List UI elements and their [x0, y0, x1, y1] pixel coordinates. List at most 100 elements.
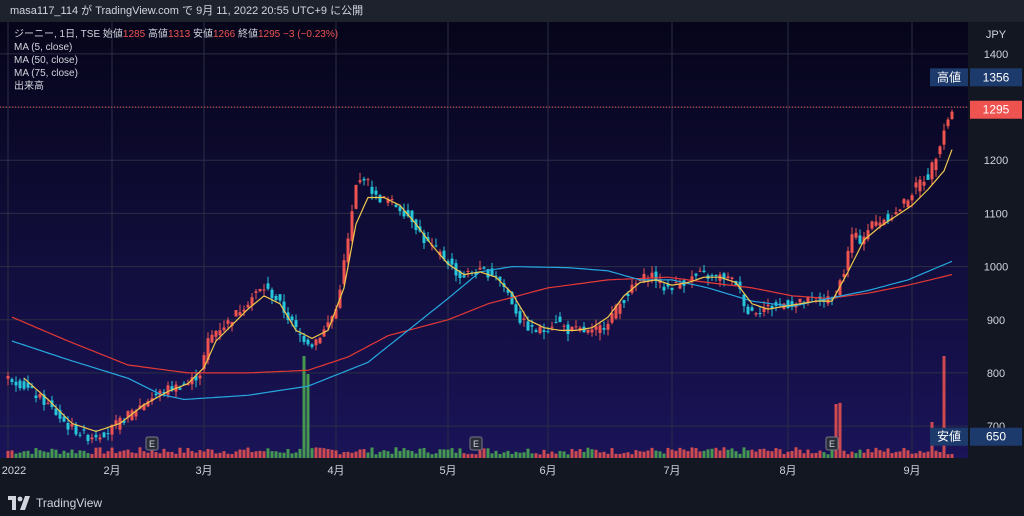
candle-body — [66, 423, 70, 430]
candle-body — [518, 311, 522, 323]
x-tick-label: 2月 — [103, 465, 120, 477]
volume-bar — [746, 450, 750, 458]
candle-body — [126, 411, 130, 418]
candle-body — [766, 304, 770, 307]
tradingview-logo[interactable]: TradingView — [8, 496, 102, 510]
volume-bar — [342, 452, 346, 458]
volume-bar — [842, 450, 846, 458]
high-value: 1313 — [167, 29, 191, 40]
candle-body — [86, 434, 90, 442]
volume-bar — [258, 450, 262, 458]
volume-bar — [870, 452, 874, 458]
volume-bar — [174, 453, 178, 458]
indicator-ma5[interactable]: MA (5, close) — [14, 42, 73, 53]
volume-bar — [30, 453, 34, 458]
x-tick-label: 6月 — [539, 465, 556, 477]
volume-bar — [290, 453, 294, 458]
volume-bar — [526, 448, 530, 458]
plot-area[interactable] — [0, 22, 968, 458]
volume-bar — [18, 452, 22, 458]
candle-body — [90, 437, 94, 440]
price-chart[interactable]: JPY1400130012001100100090080070020222月3月… — [0, 22, 1024, 490]
price-axis[interactable] — [968, 22, 1024, 490]
volume-bar — [250, 452, 254, 458]
candle-body — [406, 210, 410, 217]
volume-bar — [118, 451, 122, 458]
volume-bar — [858, 449, 862, 458]
volume-bar — [78, 450, 82, 458]
volume-bar — [230, 454, 234, 458]
candle-body — [98, 437, 102, 440]
candle-body — [346, 238, 350, 263]
volume-bar — [82, 450, 86, 458]
candle-body — [14, 381, 18, 386]
volume-bar — [834, 404, 838, 458]
candle-body — [538, 326, 542, 334]
indicator-volume[interactable]: 出来高 — [14, 81, 44, 92]
volume-bar — [826, 454, 830, 458]
candle-body — [94, 434, 98, 438]
volume-bar — [718, 450, 722, 458]
candle-body — [742, 294, 746, 307]
candle-body — [222, 327, 226, 331]
volume-bar — [906, 450, 910, 458]
candle-body — [326, 322, 330, 328]
candle-body — [162, 392, 166, 394]
volume-bar — [46, 452, 50, 458]
volume-bar — [286, 449, 290, 458]
candle-body — [778, 303, 782, 305]
candle-body — [938, 146, 942, 155]
candle-body — [842, 274, 846, 278]
volume-bar — [234, 451, 238, 458]
volume-bar — [650, 447, 654, 458]
candle-body — [730, 277, 734, 279]
candle-body — [366, 179, 370, 181]
candle-body — [546, 331, 550, 333]
close-label: 終値 — [238, 29, 258, 40]
candle-body — [422, 232, 426, 244]
volume-bar — [922, 452, 926, 458]
candle-body — [922, 181, 926, 186]
volume-bar — [334, 450, 338, 458]
volume-bar — [190, 451, 194, 458]
candle-body — [342, 260, 346, 285]
low-badge-label: 安値 — [937, 429, 961, 444]
candle-body — [18, 380, 22, 389]
volume-bar — [458, 448, 462, 458]
indicator-ma75[interactable]: MA (75, close) — [14, 68, 78, 79]
time-axis[interactable] — [0, 458, 968, 490]
footer-bar: TradingView — [0, 490, 1024, 516]
volume-bar — [206, 448, 210, 458]
volume-bar — [102, 453, 106, 458]
volume-bar — [686, 451, 690, 458]
volume-bar — [914, 453, 918, 458]
volume-bar — [714, 447, 718, 458]
volume-bar — [426, 452, 430, 458]
candle-body — [110, 424, 114, 435]
candle-body — [386, 198, 390, 203]
volume-bar — [570, 448, 574, 458]
volume-bar — [66, 452, 70, 458]
candle-body — [946, 119, 950, 127]
candle-body — [598, 325, 602, 333]
volume-bar — [802, 453, 806, 458]
candle-body — [850, 234, 854, 253]
volume-bar — [262, 451, 266, 458]
volume-bar — [754, 451, 758, 458]
candle-body — [906, 200, 910, 208]
volume-bar — [910, 453, 914, 458]
candle-body — [666, 284, 670, 287]
volume-bar — [606, 453, 610, 458]
volume-bar — [182, 452, 186, 458]
candle-body — [614, 305, 618, 319]
volume-bar — [586, 447, 590, 458]
candle-body — [942, 130, 946, 145]
candle-body — [754, 313, 758, 315]
volume-bar — [638, 451, 642, 458]
volume-bar — [550, 451, 554, 458]
volume-bar — [578, 449, 582, 458]
candle-body — [394, 204, 398, 207]
volume-bar — [442, 449, 446, 458]
indicator-ma50[interactable]: MA (50, close) — [14, 55, 78, 66]
volume-bar — [38, 450, 42, 458]
